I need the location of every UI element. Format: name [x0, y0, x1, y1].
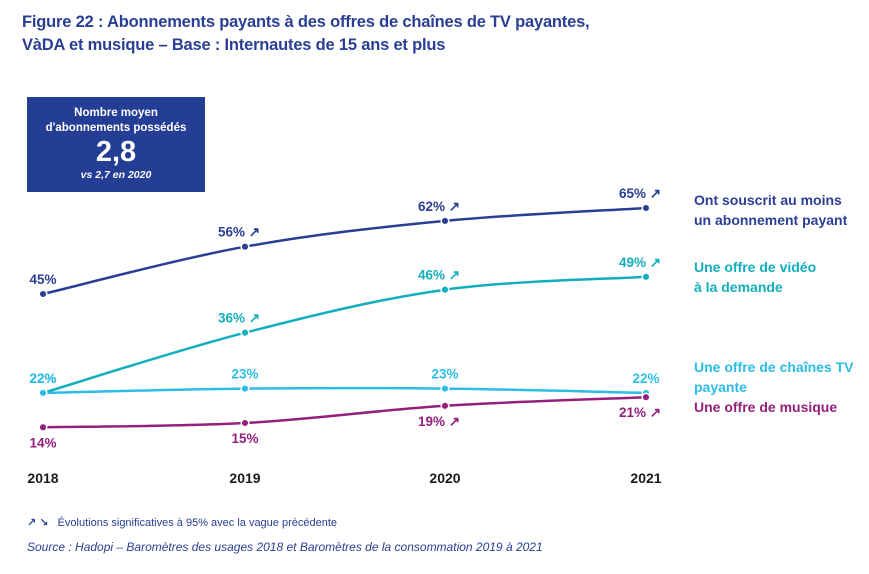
data-point-1-3 — [641, 272, 651, 282]
data-label-3-2: 19% ↗ — [418, 414, 460, 429]
kpi-value: 2,8 — [95, 136, 137, 168]
data-label-3-3: 21% ↗ — [619, 405, 661, 420]
trend-arrows-icon: ↗ ↘ — [27, 517, 49, 529]
data-label-1-3: 49% ↗ — [619, 255, 661, 270]
data-point-0-2 — [440, 216, 450, 226]
data-point-0-0 — [38, 289, 48, 299]
data-label-0-3: 65% ↗ — [619, 186, 661, 201]
data-point-2-2 — [440, 384, 450, 394]
x-tick-label-2020: 2020 — [429, 470, 460, 486]
x-tick-label-2018: 2018 — [27, 470, 58, 486]
data-label-3-0: 14% — [29, 435, 56, 450]
data-point-2-0 — [38, 388, 48, 398]
data-label-0-0: 45% — [29, 272, 56, 287]
x-tick-label-2019: 2019 — [229, 470, 260, 486]
legend-label-line: Ont souscrit au moins — [694, 192, 842, 208]
x-tick-label-2021: 2021 — [630, 470, 661, 486]
data-label-1-0: 22% — [29, 371, 56, 386]
title-line-2: VàDA et musique – Base : Internautes de … — [22, 36, 446, 54]
series-line-0 — [42, 206, 647, 296]
data-point-3-1 — [240, 418, 250, 428]
kpi-label-line-2: d'abonnements possédés — [45, 122, 187, 134]
series-line-1 — [42, 275, 647, 395]
data-label-2-0: 22% — [29, 371, 56, 386]
data-label-0-1: 56% ↗ — [218, 225, 260, 240]
kpi-label: Nombre moyen d'abonnements possédés — [27, 106, 205, 136]
data-point-3-3 — [641, 392, 651, 402]
legend-label-line: payante — [694, 379, 747, 395]
data-point-0-3 — [641, 203, 651, 213]
legend-label-line: Une offre de musique — [694, 399, 838, 415]
data-label-1-1: 36% ↗ — [218, 311, 260, 326]
legend-item-2: Une offre de chaînes TV payante — [694, 357, 853, 397]
data-point-3-2 — [440, 401, 450, 411]
data-point-3-0 — [38, 422, 48, 432]
legend-label-line: à la demande — [694, 279, 783, 295]
data-label-2-1: 23% — [231, 367, 258, 382]
significance-text: Évolutions significatives à 95% avec la … — [57, 517, 338, 529]
kpi-label-line-1: Nombre moyen — [74, 107, 158, 119]
data-point-1-2 — [440, 285, 450, 295]
kpi-box: Nombre moyen d'abonnements possédés 2,8 … — [27, 97, 205, 192]
title-line-1: Figure 22 : Abonnements payants à des of… — [22, 13, 590, 31]
data-label-3-1: 15% — [231, 431, 258, 446]
significance-note: ↗ ↘ Évolutions significatives à 95% avec… — [27, 516, 337, 529]
kpi-comparison: vs 2,7 en 2020 — [80, 169, 152, 181]
legend-label-line: Une offre de chaînes TV — [694, 359, 854, 375]
legend-label-line: Une offre de vidéo — [694, 259, 817, 275]
legend-item-3: Une offre de musique — [694, 397, 837, 417]
data-label-2-2: 23% — [431, 367, 458, 382]
data-label-1-2: 46% ↗ — [418, 268, 460, 283]
source-note: Source : Hadopi – Baromètres des usages … — [27, 540, 543, 554]
data-point-2-1 — [240, 384, 250, 394]
data-label-0-2: 62% ↗ — [418, 199, 460, 214]
legend-item-0: Ont souscrit au moins un abonnement payan… — [694, 190, 847, 230]
figure-title: Figure 22 : Abonnements payants à des of… — [22, 11, 642, 57]
data-label-2-3: 22% — [632, 371, 659, 386]
data-point-0-1 — [240, 242, 250, 252]
data-point-1-1 — [240, 328, 250, 338]
series-line-3 — [42, 395, 647, 429]
legend-item-1: Une offre de vidéo à la demande — [694, 257, 816, 297]
legend-label-line: un abonnement payant — [694, 212, 848, 228]
series-line-2 — [42, 386, 647, 395]
